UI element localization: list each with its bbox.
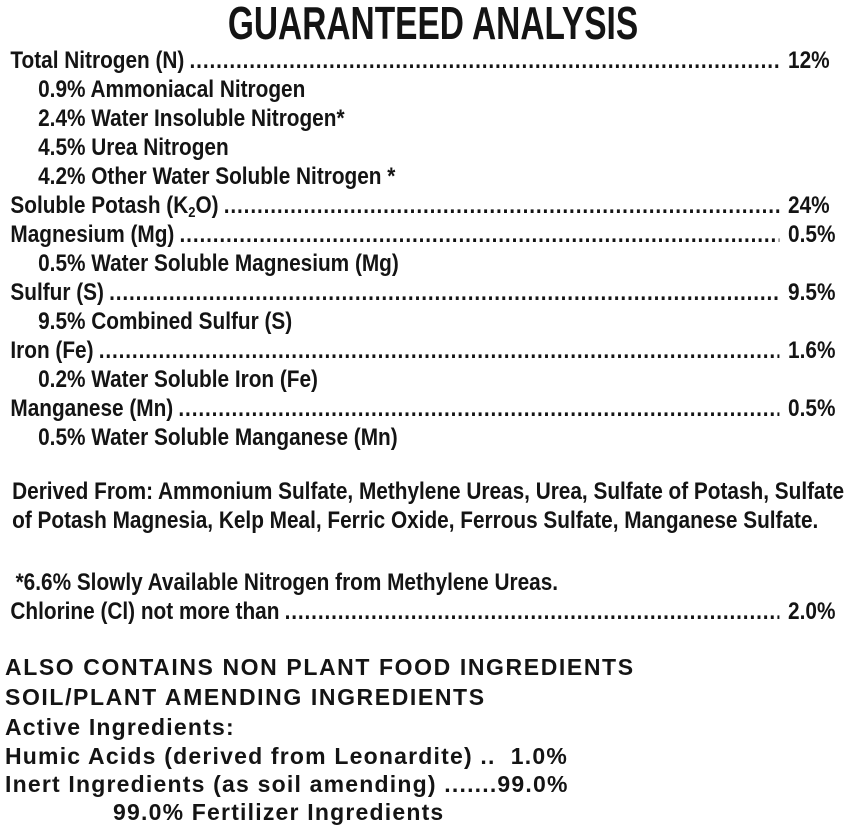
sub-item-urea-nitrogen: 4.5% Urea Nitrogen (38, 134, 229, 161)
row-value: 24% (788, 192, 830, 219)
analysis-row-iron: Iron (Fe) 1.6% (0, 336, 866, 365)
row-label: Sulfur (S) (10, 279, 104, 306)
non-plant-food-section: ALSO CONTAINS NON PLANT FOOD INGREDIENTS… (0, 652, 866, 826)
inert-ingredients-line: Inert Ingredients (as soil amending) ...… (5, 771, 569, 797)
row-label: Total Nitrogen (N) (10, 47, 185, 74)
sub-item-ammoniacal-nitrogen: 0.9% Ammoniacal Nitrogen (38, 76, 306, 103)
dot-leader (180, 220, 780, 249)
analysis-row-manganese: Manganese (Mn) 0.5% (0, 394, 866, 423)
humic-acids-line: Humic Acids (derived from Leonardite) ..… (5, 743, 569, 769)
guaranteed-analysis-section: GUARANTEED ANALYSIS Total Nitrogen (N) 1… (0, 0, 866, 626)
row-label: Iron (Fe) (10, 337, 94, 364)
row-value: 0.5% (788, 221, 836, 248)
row-label: Manganese (Mn) (10, 395, 174, 422)
row-label: Soluble Potash (K2O) (10, 191, 218, 220)
row-value: 1.6% (788, 337, 836, 364)
sub-item-water-soluble-iron: 0.2% Water Soluble Iron (Fe) (38, 366, 318, 393)
active-ingredients-label: Active Ingredients: (5, 714, 235, 740)
row-label-pre: Soluble Potash (K (10, 192, 189, 219)
dot-leader (285, 597, 780, 626)
derived-from-text: Derived From: Ammonium Sulfate, Methylen… (12, 478, 845, 534)
sub-item-water-soluble-manganese: 0.5% Water Soluble Manganese (Mn) (38, 424, 398, 451)
soil-plant-amending-heading: SOIL/PLANT AMENDING INGREDIENTS (5, 684, 486, 710)
sub-item-other-water-soluble-nitrogen: 4.2% Other Water Soluble Nitrogen * (38, 163, 396, 190)
slowly-available-nitrogen-footnote: *6.6% Slowly Available Nitrogen from Met… (15, 569, 559, 596)
row-value: 12% (788, 47, 830, 74)
sub-item-water-insoluble-nitrogen: 2.4% Water Insoluble Nitrogen* (38, 105, 345, 132)
sub-item-combined-sulfur: 9.5% Combined Sulfur (S) (38, 308, 293, 335)
row-label: Chlorine (Cl) not more than (10, 598, 280, 625)
non-plant-food-heading: ALSO CONTAINS NON PLANT FOOD INGREDIENTS (5, 654, 635, 680)
analysis-row-sulfur: Sulfur (S) 9.5% (0, 278, 866, 307)
analysis-row-chlorine: Chlorine (Cl) not more than 2.0% (0, 597, 866, 626)
dot-leader (99, 336, 780, 365)
dot-leader (178, 394, 779, 423)
row-value: 2.0% (788, 598, 836, 625)
section-title: GUARANTEED ANALYSIS (227, 0, 639, 49)
fertilizer-ingredients-line: 99.0% Fertilizer Ingredients (113, 799, 445, 825)
analysis-row-total-nitrogen: Total Nitrogen (N) 12% (0, 46, 866, 75)
analysis-row-soluble-potash: Soluble Potash (K2O) 24% (0, 191, 866, 220)
dot-leader (109, 278, 779, 307)
sub-item-water-soluble-magnesium: 0.5% Water Soluble Magnesium (Mg) (38, 250, 399, 277)
analysis-row-magnesium: Magnesium (Mg) 0.5% (0, 220, 866, 249)
row-label: Magnesium (Mg) (10, 221, 175, 248)
row-value: 0.5% (788, 395, 836, 422)
subscript-2: 2 (188, 204, 196, 221)
dot-leader (190, 46, 780, 75)
row-label-post: O) (195, 192, 219, 219)
dot-leader (224, 191, 780, 220)
row-value: 9.5% (788, 279, 836, 306)
